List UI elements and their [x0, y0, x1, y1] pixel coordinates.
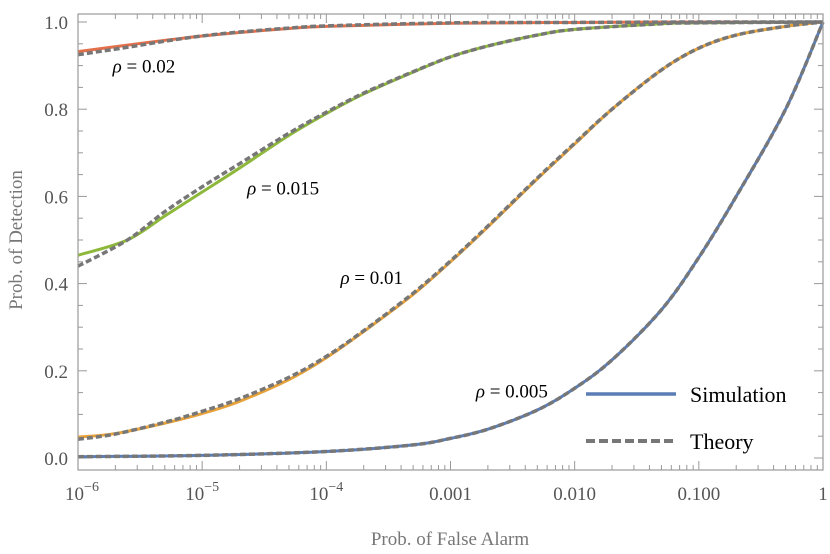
x-tick-label: 10−4 — [309, 480, 343, 505]
y-axis-label: Prob. of Detection — [6, 170, 27, 310]
y-tick-label: 1.0 — [44, 13, 68, 34]
x-axis-label: Prob. of False Alarm — [371, 529, 530, 550]
y-tick-label: 0.4 — [44, 275, 68, 296]
curve-label-rho_0_005: ρ = 0.005 — [475, 381, 548, 402]
theory-line-rho_0_01 — [77, 20, 824, 441]
y-tick-label: 0.0 — [44, 449, 68, 470]
x-tick-label: 0.001 — [429, 484, 472, 505]
theory-line-rho_0_005 — [77, 21, 825, 459]
theory-line-rho_0_015 — [77, 20, 824, 268]
series-lines — [77, 20, 825, 459]
theory-line-rho_0_02 — [77, 20, 824, 57]
curve-label-rho_0_02: ρ = 0.02 — [112, 57, 176, 78]
y-tick-label: 0.6 — [44, 187, 68, 208]
x-tick-label: 0.010 — [553, 484, 596, 505]
y-tick-labels: 0.0 0.2 0.4 0.6 0.8 1.0 — [44, 13, 68, 470]
legend-theory-label: Theory — [690, 429, 754, 454]
plot-frame — [77, 13, 824, 471]
x-tick-labels: 10−6 10−5 10−4 0.001 0.010 0.100 1 — [65, 480, 828, 505]
x-tick-label: 10−5 — [185, 480, 219, 505]
y-tick-label: 0.2 — [44, 362, 68, 383]
x-tick-label: 0.100 — [677, 484, 720, 505]
tick-marks — [77, 14, 824, 470]
curve-annotations: ρ = 0.02 ρ = 0.015 ρ = 0.01 ρ = 0.005 — [112, 57, 548, 403]
y-tick-label: 0.8 — [44, 100, 68, 121]
legend-simulation-label: Simulation — [690, 382, 787, 407]
legend: Simulation Theory — [586, 382, 787, 454]
curve-label-rho_0_01: ρ = 0.01 — [339, 268, 403, 289]
x-tick-label: 10−6 — [65, 480, 99, 505]
curve-label-rho_0_015: ρ = 0.015 — [246, 179, 319, 200]
x-tick-label: 1 — [818, 484, 828, 505]
